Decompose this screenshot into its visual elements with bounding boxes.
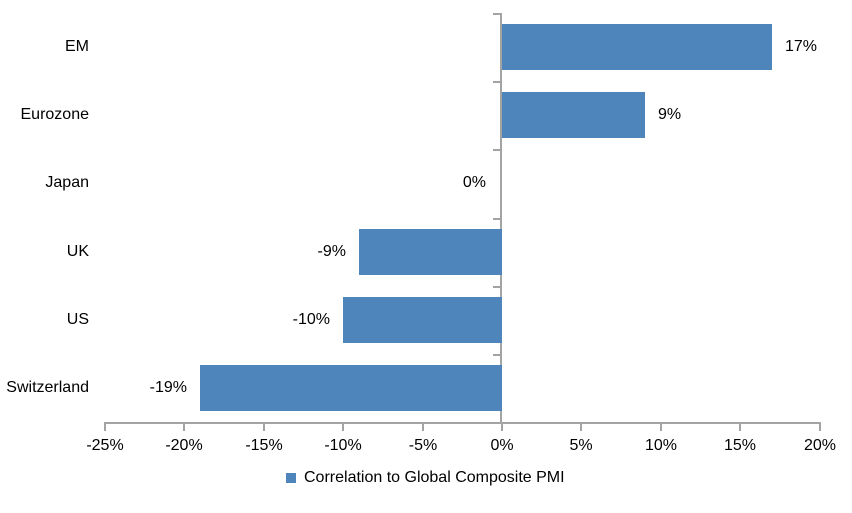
- x-tick-label: 15%: [723, 437, 757, 454]
- value-label-uk: -9%: [317, 243, 346, 260]
- x-tick-label: -10%: [324, 437, 362, 454]
- x-axis-tick: [422, 422, 424, 431]
- x-tick-label: -20%: [165, 437, 203, 454]
- x-axis-tick: [660, 422, 662, 431]
- x-tick-label: 5%: [569, 437, 593, 454]
- y-axis-line: [500, 13, 502, 424]
- category-label-eurozone: Eurozone: [20, 106, 90, 123]
- bar-switzerland: [200, 365, 502, 411]
- legend-swatch-icon: [286, 473, 296, 483]
- x-axis-tick: [342, 422, 344, 431]
- x-axis-line: [104, 422, 821, 424]
- value-label-switzerland: -19%: [149, 379, 187, 396]
- legend: Correlation to Global Composite PMI: [286, 469, 565, 487]
- legend-label: Correlation to Global Composite PMI: [304, 469, 565, 486]
- bar-em: [502, 24, 772, 70]
- category-label-japan: Japan: [45, 174, 89, 191]
- x-axis-tick: [104, 422, 106, 431]
- category-label-uk: UK: [66, 243, 89, 260]
- x-axis-tick: [739, 422, 741, 431]
- bar-eurozone: [502, 92, 645, 138]
- y-axis-tick: [493, 286, 500, 288]
- y-axis-tick: [493, 218, 500, 220]
- x-axis-tick: [819, 422, 821, 431]
- category-label-em: EM: [65, 38, 89, 55]
- value-label-japan: 0%: [462, 174, 486, 191]
- category-label-switzerland: Switzerland: [6, 379, 89, 396]
- x-tick-label: 10%: [644, 437, 678, 454]
- y-axis-tick: [493, 81, 500, 83]
- value-label-em: 17%: [785, 38, 818, 55]
- x-tick-label: 0%: [490, 437, 514, 454]
- y-axis-tick: [493, 13, 500, 15]
- bar-us: [343, 297, 502, 343]
- x-tick-label: -5%: [408, 437, 438, 454]
- bar-uk: [359, 229, 502, 275]
- x-tick-label: -15%: [245, 437, 283, 454]
- category-label-us: US: [66, 311, 89, 328]
- x-axis-tick: [263, 422, 265, 431]
- value-label-us: -10%: [292, 311, 330, 328]
- x-axis-tick: [183, 422, 185, 431]
- value-label-eurozone: 9%: [658, 106, 682, 123]
- y-axis-tick: [493, 149, 500, 151]
- x-tick-label: -25%: [86, 437, 124, 454]
- y-axis-tick: [493, 354, 500, 356]
- x-axis-tick: [580, 422, 582, 431]
- x-tick-label: 20%: [803, 437, 837, 454]
- x-axis-tick: [501, 422, 503, 431]
